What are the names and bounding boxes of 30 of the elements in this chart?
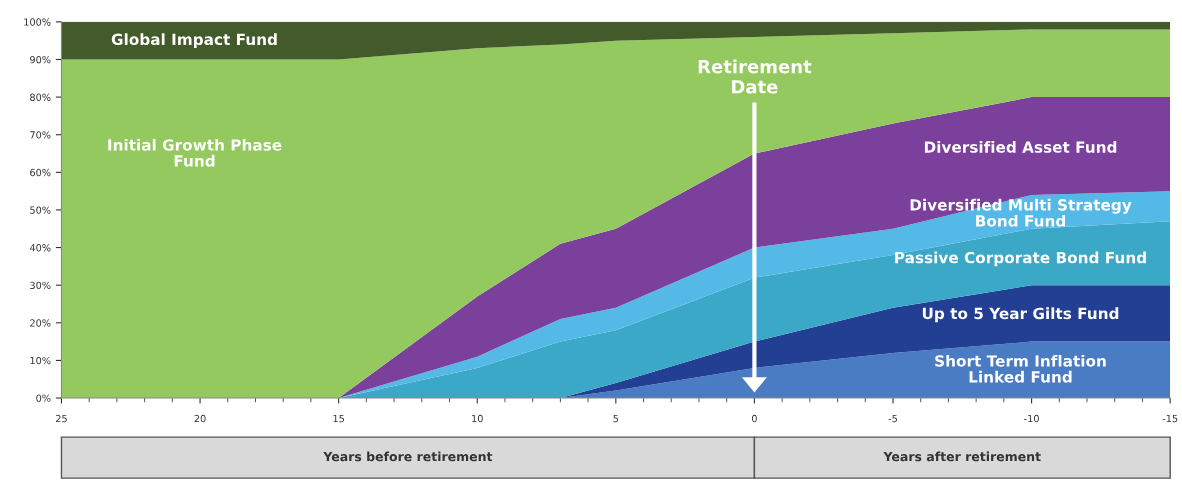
y-tick-label: 50% (30, 206, 51, 214)
series-label: Up to 5 Year Gilts Fund (922, 307, 1119, 323)
x-tick-label: -5 (888, 415, 897, 423)
series-label: Short Term Inflation Linked Fund (935, 354, 1106, 383)
y-tick-label: 0% (36, 394, 51, 402)
x-tick-label: 0 (751, 414, 757, 423)
y-tick-label: 60% (30, 168, 51, 177)
series-label: Diversified Asset Fund (924, 141, 1117, 153)
x-tick-label: 20 (194, 414, 206, 423)
x-tick-label: 5 (613, 415, 619, 423)
text: Years before retirement (323, 451, 493, 462)
x-tick-label: 15 (333, 415, 344, 423)
series-label: Global Impact Fund (111, 33, 277, 49)
y-tick-label: 70% (30, 131, 51, 139)
y-tick-label: 20% (30, 319, 51, 327)
y-tick-label: 40% (29, 244, 51, 252)
text: Years after retirement (883, 451, 1041, 462)
x-tick-label: 25 (55, 414, 67, 423)
y-tick-label: 100% (24, 18, 51, 26)
ref-line-label: Retirement Date (698, 59, 812, 94)
series-label: Initial Growth Phase Fund (108, 138, 282, 167)
x-tick-label: -10 (1024, 414, 1039, 423)
y-tick-label: 80% (30, 93, 51, 101)
y-tick-label: 90% (30, 55, 51, 64)
x-tick-label: -15 (1162, 415, 1178, 423)
y-tick-label: 10% (30, 356, 51, 365)
x-tick-label: 10 (472, 414, 483, 423)
series-label: Diversified Multi Strategy Bond Fund (910, 198, 1132, 227)
y-tick-label: 30% (30, 281, 51, 290)
series-label: Passive Corporate Bond Fund (895, 251, 1146, 267)
